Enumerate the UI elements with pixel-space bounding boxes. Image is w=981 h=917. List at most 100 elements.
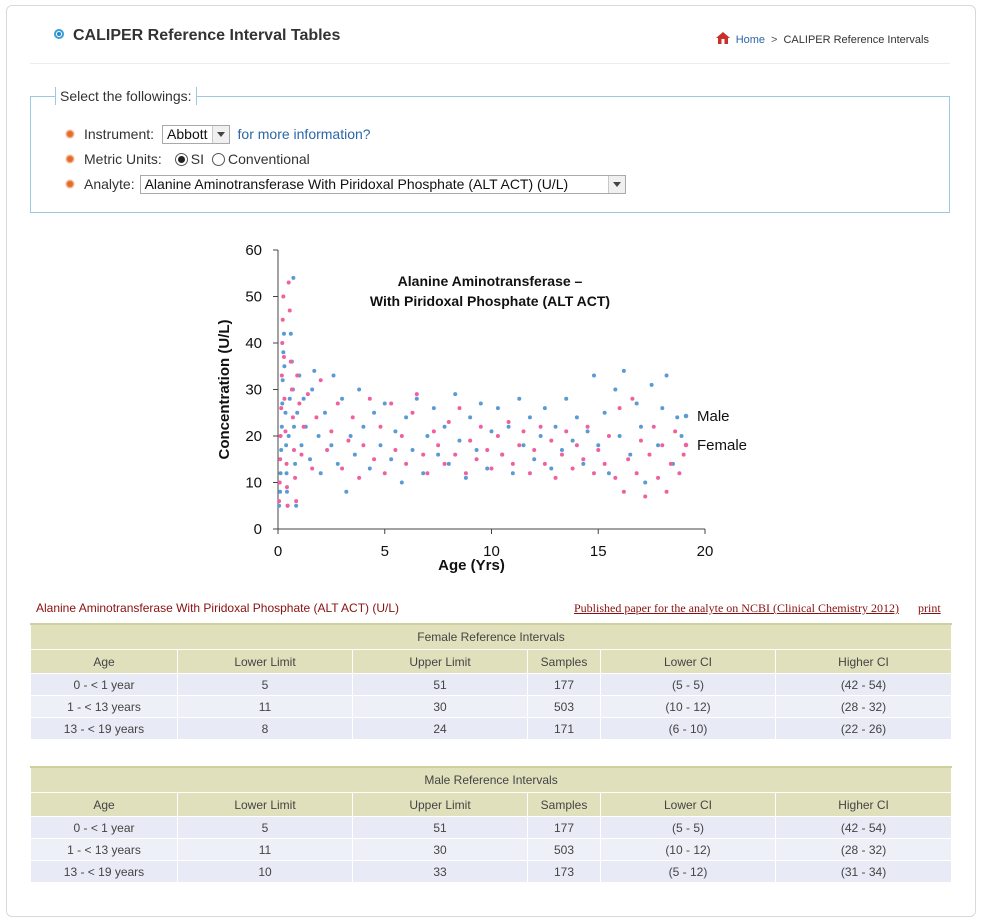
instrument-select[interactable]: Abbott <box>162 124 230 144</box>
male-data-point <box>282 364 287 369</box>
ncbi-paper-link[interactable]: Published paper for the analyte on NCBI … <box>574 601 899 615</box>
table-row: 1 - < 13 years 11 30 503 (10 - 12) (28 -… <box>30 695 952 718</box>
male-table-caption: Male Reference Intervals <box>29 766 953 793</box>
column-header: Upper Limit <box>352 792 528 817</box>
male-data-point <box>312 368 317 373</box>
print-link[interactable]: print <box>918 601 941 615</box>
male-data-point <box>284 471 289 476</box>
table-cell: 171 <box>527 717 601 740</box>
table-cell: 177 <box>527 673 601 696</box>
x-tick-label: 0 <box>274 543 282 560</box>
female-data-point <box>293 475 298 480</box>
female-data-point <box>281 354 286 359</box>
female-data-point <box>457 406 462 411</box>
female-data-point <box>463 471 468 476</box>
male-data-point <box>393 429 398 434</box>
male-data-point <box>495 406 500 411</box>
male-data-point <box>286 434 291 438</box>
column-header: Lower CI <box>600 649 776 674</box>
female-data-point <box>668 461 673 466</box>
female-data-point <box>281 294 286 299</box>
female-data-point <box>310 466 315 471</box>
female-data-point <box>410 410 415 415</box>
male-data-point <box>643 480 648 485</box>
male-data-point <box>649 382 654 387</box>
analyte-select[interactable]: Alanine Aminotransferase With Piridoxal … <box>139 174 626 194</box>
female-data-point <box>421 452 426 457</box>
analyte-row: Analyte: Alanine Aminotransferase With P… <box>67 173 626 195</box>
unit-conventional-label[interactable]: Conventional <box>228 151 310 167</box>
male-data-point <box>279 447 284 452</box>
male-data-point <box>299 443 304 448</box>
male-data-point <box>382 401 387 406</box>
table-cell: 10 <box>177 860 353 883</box>
female-data-point <box>325 447 330 452</box>
female-data-point <box>431 429 436 434</box>
male-data-point <box>288 331 293 336</box>
female-data-point <box>283 429 288 434</box>
page-header: CALIPER Reference Interval Tables Home > C… <box>0 0 981 64</box>
breadcrumb-home-link[interactable]: Home <box>735 34 766 46</box>
more-information-link[interactable]: for more information? <box>237 126 371 142</box>
female-data-point <box>314 415 319 420</box>
male-data-point <box>679 434 684 438</box>
female-data-point <box>350 415 355 420</box>
male-data-point <box>348 434 353 438</box>
male-data-point <box>279 424 284 429</box>
x-axis-label: Age (Yrs) <box>438 557 505 574</box>
female-data-point <box>382 471 387 476</box>
bullet-icon <box>67 181 73 187</box>
table-cell: 33 <box>352 860 528 883</box>
female-data-point <box>521 429 526 434</box>
female-data-point <box>278 434 283 438</box>
title-bullet-icon <box>54 29 64 39</box>
table-cell: (6 - 10) <box>600 717 776 740</box>
female-data-point <box>495 434 500 438</box>
male-data-point <box>425 434 430 438</box>
male-data-point <box>602 410 607 415</box>
chevron-down-icon[interactable] <box>211 125 229 143</box>
chevron-down-icon[interactable] <box>607 175 625 193</box>
female-data-point <box>436 443 441 448</box>
table-cell: 8 <box>177 717 353 740</box>
male-data-point <box>468 415 473 420</box>
female-data-point <box>297 401 302 406</box>
female-data-point <box>372 457 377 462</box>
selection-legend: Select the followings: <box>55 87 197 105</box>
male-data-point <box>291 275 296 280</box>
male-data-point <box>527 415 532 420</box>
unit-si-radio[interactable] <box>174 152 188 166</box>
female-data-point <box>346 438 351 443</box>
home-icon[interactable] <box>715 32 730 44</box>
female-data-point <box>361 443 366 448</box>
table-cell: (28 - 32) <box>775 695 952 718</box>
header-divider <box>30 63 950 64</box>
unit-conventional-radio[interactable] <box>212 152 226 166</box>
x-tick-label: 10 <box>483 543 500 560</box>
legend-marker-female <box>683 442 689 448</box>
female-data-point <box>489 466 494 471</box>
male-data-point <box>281 331 286 336</box>
table-cell: 1 - < 13 years <box>30 838 178 861</box>
table-cell: 177 <box>527 816 601 839</box>
female-data-point <box>474 457 479 462</box>
table-cell: (31 - 34) <box>774 860 953 883</box>
male-data-point <box>281 350 286 355</box>
female-data-point <box>643 494 648 499</box>
male-data-point <box>352 452 357 457</box>
female-data-point <box>282 396 287 401</box>
male-data-point <box>316 434 321 438</box>
female-data-point <box>404 461 409 466</box>
male-data-point <box>357 387 362 392</box>
female-data-point <box>329 429 334 434</box>
table-cell: 0 - < 1 year <box>30 816 178 839</box>
male-data-point <box>570 438 575 443</box>
unit-si-label[interactable]: SI <box>190 151 205 167</box>
male-data-point <box>538 434 543 438</box>
table-row: 0 - < 1 year 5 51 177 (5 - 5) (42 - 54) <box>30 673 952 696</box>
female-data-point <box>288 359 293 364</box>
male-data-point <box>485 466 490 471</box>
column-header: Higher CI <box>774 792 953 817</box>
female-data-point <box>318 378 323 383</box>
male-data-point <box>335 461 340 466</box>
